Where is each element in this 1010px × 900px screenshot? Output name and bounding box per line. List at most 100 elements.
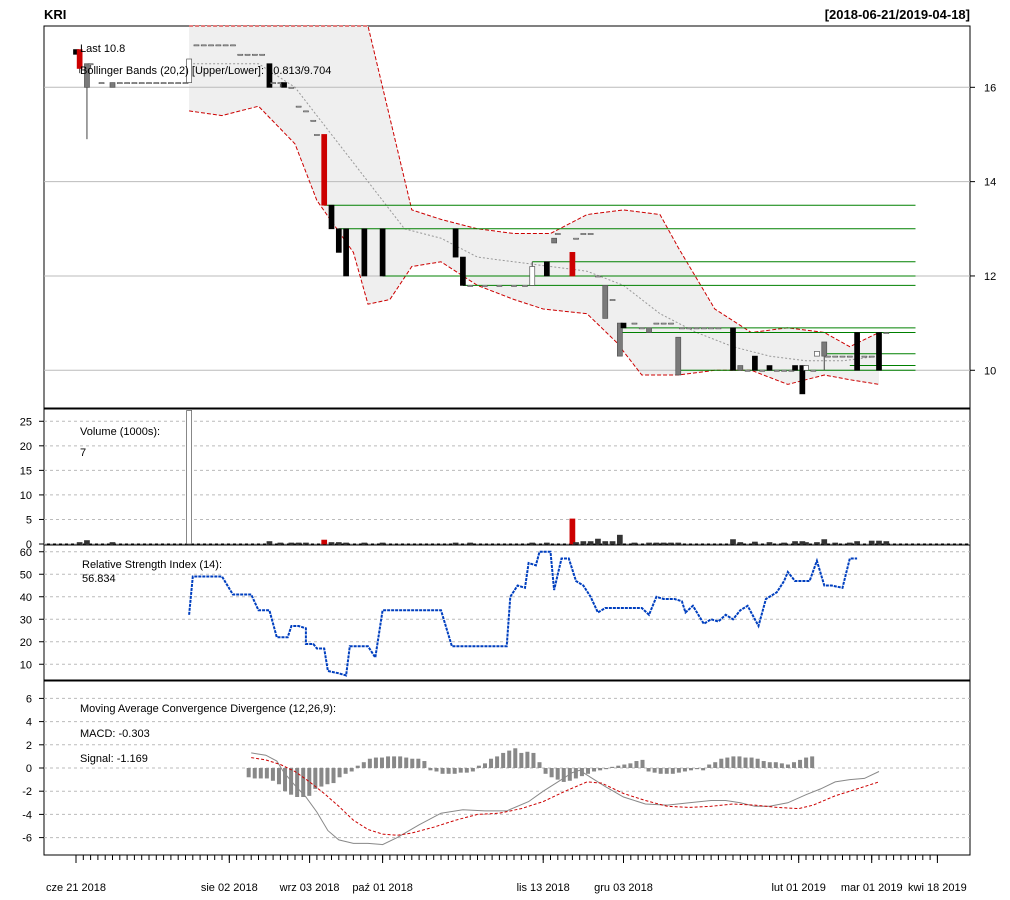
candle-body — [186, 58, 192, 83]
candle-body — [215, 44, 222, 47]
y-tick-label: -6 — [22, 833, 32, 845]
macd-histogram-bar — [664, 768, 669, 774]
candle-body — [609, 299, 616, 301]
candle-body — [759, 369, 766, 372]
x-tick-label: lis 13 2018 — [517, 882, 570, 894]
candle-body — [314, 134, 320, 136]
macd-histogram-bar — [622, 764, 627, 768]
y-tick-label: 20 — [20, 441, 32, 453]
volume-bar — [668, 542, 674, 545]
candle-body — [580, 233, 587, 235]
candle-body — [766, 365, 773, 371]
macd-histogram-bar — [670, 768, 675, 774]
y-tick-label: 10 — [984, 365, 996, 377]
macd-histogram-bar — [695, 768, 700, 770]
macd-histogram-bar — [252, 768, 257, 779]
candle-body — [675, 336, 682, 376]
macd-histogram-bar — [446, 768, 451, 774]
bollinger-legend-label: Bollinger Bands (20,2) [Upper/Lower]: 10… — [80, 65, 331, 77]
volume-bar — [452, 542, 459, 545]
macd-line — [251, 752, 880, 846]
candle-body — [693, 327, 700, 330]
candle-body — [321, 134, 328, 206]
macd-histogram-bar — [658, 768, 663, 774]
volume-bar — [653, 542, 660, 545]
candle-body — [861, 355, 868, 358]
candle-body — [303, 110, 309, 113]
macd-histogram-bar — [707, 764, 712, 768]
macd-histogram-bar — [798, 759, 803, 768]
volume-bar — [766, 542, 773, 545]
candle-body — [481, 285, 488, 287]
macd-histogram-bar — [767, 762, 772, 768]
macd-histogram-bar — [731, 756, 736, 768]
candle-body — [839, 355, 846, 358]
candle-body — [773, 369, 780, 372]
rsi-line — [188, 550, 858, 677]
macd-histogram-bar — [386, 756, 391, 768]
candle-body — [328, 204, 335, 230]
macd-histogram-bar — [676, 768, 681, 773]
y-tick-label: 25 — [20, 416, 32, 428]
macd-histogram-bar — [640, 759, 645, 768]
macd-histogram-bar — [610, 766, 615, 768]
candle-body — [266, 63, 273, 88]
macd-histogram-bar — [725, 757, 730, 768]
bollinger-lower-line — [189, 105, 880, 385]
candle-body — [616, 322, 623, 357]
y-tick-label: 16 — [984, 82, 996, 94]
candle-body — [98, 82, 105, 84]
volume-bar — [580, 541, 587, 545]
x-tick-label: wrz 03 2018 — [279, 882, 340, 894]
volume-bar — [569, 518, 576, 545]
macd-histogram-bar — [373, 757, 378, 768]
candle-body — [116, 82, 123, 84]
macd-histogram-bar — [501, 752, 506, 768]
candle-body — [752, 355, 758, 371]
macd-histogram-bar — [701, 768, 706, 771]
candle-body — [281, 82, 287, 88]
candle-body — [379, 228, 386, 277]
candle-body — [146, 82, 152, 84]
macd-histogram-bar — [513, 748, 518, 768]
candle-body — [193, 44, 200, 47]
candle-body — [543, 261, 550, 277]
candle-body — [200, 44, 207, 47]
macd-histogram-bar — [616, 765, 621, 768]
candle-body — [595, 275, 601, 278]
macd-panel: 6 4 2 0 -2 -4 -6 Moving Average Convergence Div… — [22, 680, 971, 856]
y-tick-label: 15 — [20, 465, 32, 477]
y-tick-label: 12 — [984, 271, 996, 283]
volume-bar — [321, 539, 328, 545]
last-price-label: Last 10.8 — [80, 43, 125, 55]
candle-body — [803, 365, 809, 371]
macd-histogram-bar — [482, 763, 487, 768]
macd-histogram-bar — [476, 765, 481, 768]
macd-histogram-bar — [489, 758, 494, 768]
macd-histogram-bar — [804, 757, 809, 768]
macd-histogram-bar — [301, 768, 306, 797]
volume-bar — [602, 541, 609, 545]
candle-body — [660, 322, 667, 325]
volume-bar — [821, 539, 828, 545]
candle-body — [153, 82, 160, 84]
candle-body — [335, 228, 342, 253]
macd-histogram-bar — [337, 768, 342, 778]
macd-histogram-bar — [464, 768, 469, 773]
volume-bar — [752, 541, 758, 545]
candle-body — [160, 82, 167, 84]
candle-body — [522, 285, 528, 287]
macd-histogram-bar — [470, 768, 475, 772]
y-tick-label: 0 — [26, 539, 32, 551]
macd-histogram-bar — [549, 768, 554, 778]
macd-histogram-bar — [543, 768, 548, 774]
macd-histogram-bar — [258, 768, 263, 779]
candle-body — [883, 332, 890, 334]
candle-body — [825, 355, 831, 358]
candle-body — [854, 332, 860, 371]
candle-body — [620, 322, 627, 329]
volume-bar — [303, 542, 309, 545]
macd-histogram-bar — [561, 768, 566, 782]
chart-date-range: [2018-06-21/2019-04-18] — [825, 7, 970, 22]
x-tick-label: sie 02 2018 — [201, 882, 258, 894]
